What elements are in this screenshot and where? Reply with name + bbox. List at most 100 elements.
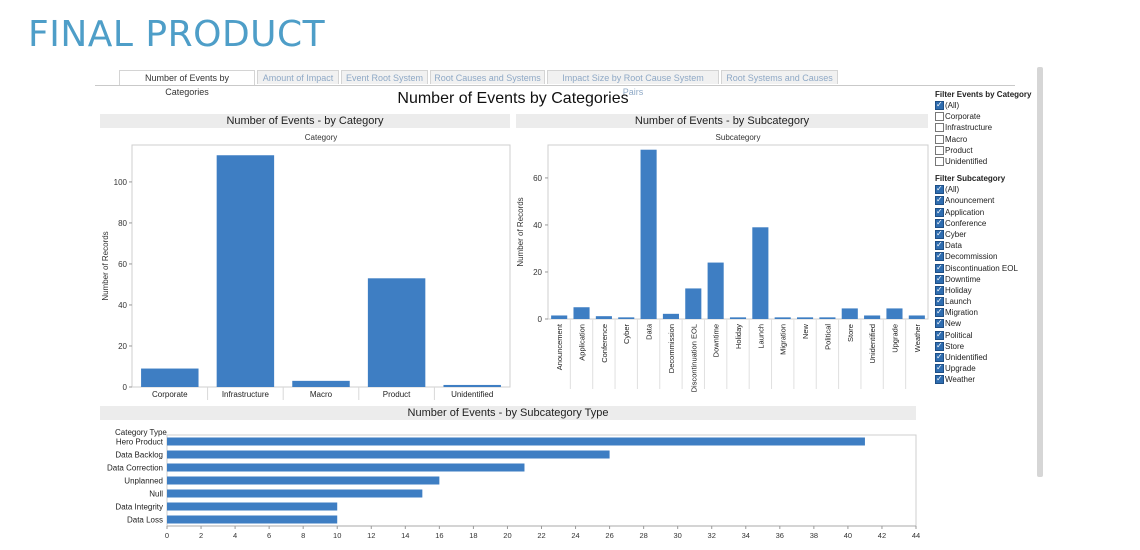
filter-option-weather[interactable]: Weather xyxy=(935,373,1040,385)
category-label: Null xyxy=(149,490,163,499)
checkbox[interactable] xyxy=(935,194,944,206)
filter-option-store[interactable]: Store xyxy=(935,340,1040,352)
category-label: Data xyxy=(645,323,654,340)
category-label: Unplanned xyxy=(124,477,163,486)
x-tick-label: 18 xyxy=(469,531,477,540)
x-tick-label: 32 xyxy=(708,531,716,540)
filter-option-conference[interactable]: Conference xyxy=(935,217,1040,229)
checkbox[interactable] xyxy=(935,329,944,340)
subcategory-chart-header: Number of Events - by Subcategory xyxy=(516,114,928,128)
checkbox[interactable] xyxy=(935,123,944,133)
category-label: Product xyxy=(383,390,411,399)
x-tick-label: 6 xyxy=(267,531,271,540)
filter-option-decommission[interactable]: Decommission xyxy=(935,250,1040,262)
checkbox[interactable] xyxy=(935,362,944,374)
checkbox[interactable] xyxy=(935,157,944,167)
category-label: New xyxy=(801,323,810,339)
x-tick-label: 22 xyxy=(537,531,545,540)
category-label: Corporate xyxy=(152,390,188,399)
bar-macro xyxy=(292,380,350,387)
filter-option-label: Launch xyxy=(945,297,972,307)
checkbox[interactable] xyxy=(935,134,944,144)
checkbox[interactable] xyxy=(935,239,944,251)
tab-impact-size-by-root-cause-system-pairs[interactable]: Impact Size by Root Cause System Pairs xyxy=(547,70,719,97)
filter-option-migration[interactable]: Migration xyxy=(935,306,1040,318)
checkbox[interactable] xyxy=(935,112,944,122)
bar-product xyxy=(367,278,426,387)
checkbox[interactable] xyxy=(935,145,944,155)
bar-store xyxy=(841,308,858,319)
category-label: Holiday xyxy=(734,324,743,349)
tab-amount-of-impact[interactable]: Amount of Impact xyxy=(257,70,339,84)
filter-option-data[interactable]: Data xyxy=(935,239,1040,251)
row-header: Category Type xyxy=(115,428,167,437)
filter-option-downtime[interactable]: Downtime xyxy=(935,273,1040,285)
bar-downtime xyxy=(707,262,724,319)
filter-option-all[interactable]: (All) xyxy=(935,99,1040,111)
filter-option-cyber[interactable]: Cyber xyxy=(935,228,1040,240)
filter-option-infrastructure[interactable]: Infrastructure xyxy=(935,122,1040,133)
checkbox[interactable] xyxy=(935,317,944,329)
category-label: Cyber xyxy=(622,324,631,345)
vertical-scrollbar[interactable] xyxy=(1037,67,1043,477)
tab-root-causes-and-systems[interactable]: Root Causes and Systems xyxy=(430,70,545,84)
filter-option-corporate[interactable]: Corporate xyxy=(935,111,1040,122)
checkbox[interactable] xyxy=(935,284,944,295)
filter-option-political[interactable]: Political xyxy=(935,329,1040,341)
checkbox[interactable] xyxy=(935,228,944,239)
filter-option-label: Holiday xyxy=(945,285,972,295)
filter-option-label: Unidentified xyxy=(945,157,988,167)
filter-option-label: Conference xyxy=(945,218,987,228)
checkbox[interactable] xyxy=(935,295,944,307)
x-tick-label: 28 xyxy=(639,531,647,540)
category-label: Anouncement xyxy=(555,323,564,370)
category-label: Store xyxy=(846,324,855,342)
checkbox[interactable] xyxy=(935,217,944,228)
checkbox[interactable] xyxy=(935,99,944,111)
bar-unidentified xyxy=(864,315,881,319)
filter-option-unidentified[interactable]: Unidentified xyxy=(935,156,1040,167)
x-tick-label: 8 xyxy=(301,531,305,540)
category-label: Application xyxy=(578,324,587,361)
filter-option-launch[interactable]: Launch xyxy=(935,295,1040,307)
filter-option-upgrade[interactable]: Upgrade xyxy=(935,362,1040,374)
x-tick-label: 24 xyxy=(571,531,579,540)
filter-option-all[interactable]: (All) xyxy=(935,183,1040,195)
bar-new xyxy=(797,317,814,319)
tab-event-root-system[interactable]: Event Root System xyxy=(341,70,428,84)
filter-option-anouncement[interactable]: Anouncement xyxy=(935,194,1040,206)
checkbox[interactable] xyxy=(935,351,944,363)
filter-option-holiday[interactable]: Holiday xyxy=(935,284,1040,296)
bar-discontinuation-eol xyxy=(685,288,702,319)
filter-option-product[interactable]: Product xyxy=(935,145,1040,156)
filter-option-unidentified[interactable]: Unidentified xyxy=(935,351,1040,363)
checkbox[interactable] xyxy=(935,340,944,351)
filter-option-new[interactable]: New xyxy=(935,317,1040,329)
checkbox[interactable] xyxy=(935,373,944,385)
x-tick-label: 38 xyxy=(810,531,818,540)
bar-political xyxy=(819,317,836,319)
checkbox[interactable] xyxy=(935,306,944,318)
category-column-header: Category xyxy=(304,133,338,142)
filter-option-label: (All) xyxy=(945,101,960,111)
checkbox[interactable] xyxy=(935,262,944,273)
filter-option-label: Corporate xyxy=(945,112,981,122)
filter-option-application[interactable]: Application xyxy=(935,206,1040,218)
y-tick-label: 100 xyxy=(114,178,128,187)
bar-anouncement xyxy=(551,315,568,319)
tab-root-systems-and-causes[interactable]: Root Systems and Causes xyxy=(721,70,838,84)
checkbox[interactable] xyxy=(935,206,944,217)
category-label: Downtime xyxy=(712,324,721,357)
filter-option-macro[interactable]: Macro xyxy=(935,134,1040,145)
tab-number-of-events-by-categories[interactable]: Number of Events by Categories xyxy=(119,70,255,97)
checkbox[interactable] xyxy=(935,250,944,262)
x-tick-label: 20 xyxy=(503,531,511,540)
filter-option-discontinuation-eol[interactable]: Discontinuation EOL xyxy=(935,262,1040,273)
category-label: Infrastructure xyxy=(222,390,270,399)
checkbox[interactable] xyxy=(935,273,944,284)
x-tick-label: 16 xyxy=(435,531,443,540)
subcategory-column-header: Subcategory xyxy=(715,133,761,142)
checkbox[interactable] xyxy=(935,183,944,195)
bar-unidentified xyxy=(443,384,501,387)
plot-frame xyxy=(547,144,929,320)
